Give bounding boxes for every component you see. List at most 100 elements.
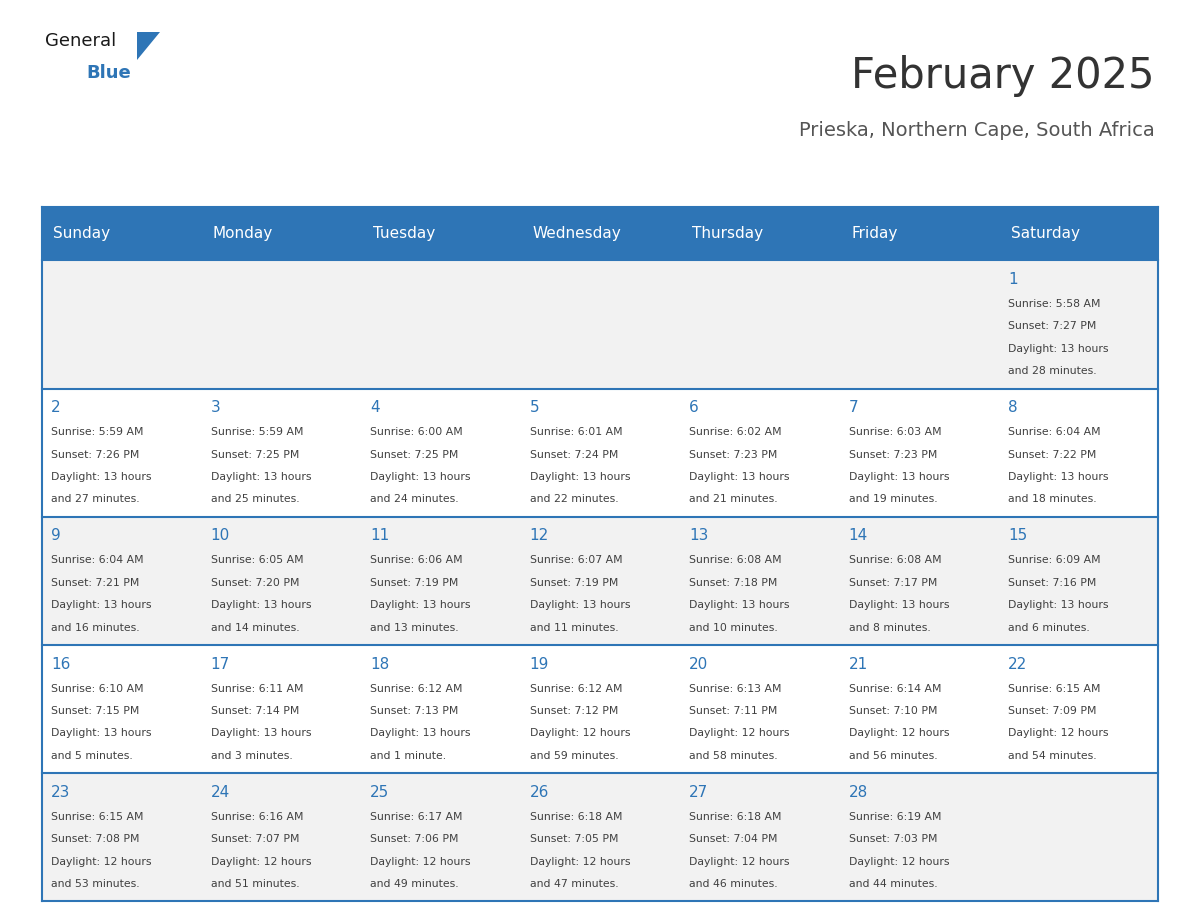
- Text: Daylight: 12 hours: Daylight: 12 hours: [1009, 728, 1108, 738]
- Text: Sunrise: 6:09 AM: Sunrise: 6:09 AM: [1009, 555, 1101, 565]
- Text: Sunrise: 6:04 AM: Sunrise: 6:04 AM: [51, 555, 144, 565]
- Text: Sunset: 7:23 PM: Sunset: 7:23 PM: [848, 450, 937, 460]
- Text: Sunset: 7:14 PM: Sunset: 7:14 PM: [210, 706, 299, 716]
- Text: Daylight: 12 hours: Daylight: 12 hours: [848, 728, 949, 738]
- Text: Daylight: 12 hours: Daylight: 12 hours: [689, 728, 790, 738]
- Text: and 22 minutes.: and 22 minutes.: [530, 495, 618, 504]
- Text: and 3 minutes.: and 3 minutes.: [210, 751, 292, 761]
- Text: 14: 14: [848, 529, 868, 543]
- Text: 15: 15: [1009, 529, 1028, 543]
- Text: Sunrise: 5:59 AM: Sunrise: 5:59 AM: [51, 427, 144, 437]
- Text: 7: 7: [848, 400, 859, 415]
- Text: Sunrise: 6:02 AM: Sunrise: 6:02 AM: [689, 427, 782, 437]
- Text: Tuesday: Tuesday: [373, 226, 435, 241]
- Text: Sunrise: 6:04 AM: Sunrise: 6:04 AM: [1009, 427, 1101, 437]
- Text: Daylight: 13 hours: Daylight: 13 hours: [530, 600, 630, 610]
- Text: Sunrise: 6:11 AM: Sunrise: 6:11 AM: [210, 684, 303, 693]
- Text: Sunrise: 6:05 AM: Sunrise: 6:05 AM: [210, 555, 303, 565]
- Bar: [42, 207, 1158, 261]
- Text: Sunset: 7:09 PM: Sunset: 7:09 PM: [1009, 706, 1097, 716]
- Text: Daylight: 12 hours: Daylight: 12 hours: [530, 728, 630, 738]
- Text: Daylight: 12 hours: Daylight: 12 hours: [210, 856, 311, 867]
- Text: Sunset: 7:24 PM: Sunset: 7:24 PM: [530, 450, 618, 460]
- Bar: [42, 645, 1158, 773]
- Text: Daylight: 12 hours: Daylight: 12 hours: [689, 856, 790, 867]
- Text: Sunset: 7:21 PM: Sunset: 7:21 PM: [51, 577, 139, 588]
- Text: 25: 25: [371, 785, 390, 800]
- Bar: [42, 261, 1158, 388]
- Text: Sunday: Sunday: [53, 226, 110, 241]
- Text: and 5 minutes.: and 5 minutes.: [51, 751, 133, 761]
- Text: Blue: Blue: [87, 64, 132, 83]
- Text: 13: 13: [689, 529, 708, 543]
- Text: Sunset: 7:03 PM: Sunset: 7:03 PM: [848, 834, 937, 845]
- Text: Sunset: 7:06 PM: Sunset: 7:06 PM: [371, 834, 459, 845]
- Text: 22: 22: [1009, 656, 1028, 672]
- Text: Daylight: 13 hours: Daylight: 13 hours: [210, 472, 311, 482]
- Text: and 51 minutes.: and 51 minutes.: [210, 879, 299, 889]
- Text: Sunset: 7:27 PM: Sunset: 7:27 PM: [1009, 321, 1097, 331]
- Text: 26: 26: [530, 785, 549, 800]
- Text: Sunrise: 6:19 AM: Sunrise: 6:19 AM: [848, 812, 941, 822]
- Text: and 1 minute.: and 1 minute.: [371, 751, 447, 761]
- Text: Daylight: 13 hours: Daylight: 13 hours: [210, 600, 311, 610]
- Text: Sunset: 7:20 PM: Sunset: 7:20 PM: [210, 577, 299, 588]
- Text: and 56 minutes.: and 56 minutes.: [848, 751, 937, 761]
- Text: Saturday: Saturday: [1011, 226, 1080, 241]
- Text: Sunset: 7:07 PM: Sunset: 7:07 PM: [210, 834, 299, 845]
- Text: 21: 21: [848, 656, 868, 672]
- Text: Sunrise: 6:01 AM: Sunrise: 6:01 AM: [530, 427, 623, 437]
- Text: 1: 1: [1009, 272, 1018, 287]
- Text: Sunrise: 6:17 AM: Sunrise: 6:17 AM: [371, 812, 462, 822]
- Text: and 54 minutes.: and 54 minutes.: [1009, 751, 1097, 761]
- Text: Sunset: 7:25 PM: Sunset: 7:25 PM: [210, 450, 299, 460]
- Text: Daylight: 13 hours: Daylight: 13 hours: [1009, 600, 1108, 610]
- Text: 4: 4: [371, 400, 380, 415]
- Text: and 18 minutes.: and 18 minutes.: [1009, 495, 1097, 504]
- Text: Sunrise: 6:03 AM: Sunrise: 6:03 AM: [848, 427, 941, 437]
- Text: Sunrise: 6:12 AM: Sunrise: 6:12 AM: [371, 684, 462, 693]
- Text: Monday: Monday: [213, 226, 273, 241]
- Text: Thursday: Thursday: [691, 226, 763, 241]
- Text: and 21 minutes.: and 21 minutes.: [689, 495, 778, 504]
- Text: Sunset: 7:17 PM: Sunset: 7:17 PM: [848, 577, 937, 588]
- Text: 3: 3: [210, 400, 220, 415]
- Text: Sunset: 7:26 PM: Sunset: 7:26 PM: [51, 450, 139, 460]
- Text: Sunrise: 6:06 AM: Sunrise: 6:06 AM: [371, 555, 463, 565]
- Text: Daylight: 13 hours: Daylight: 13 hours: [210, 728, 311, 738]
- Text: Prieska, Northern Cape, South Africa: Prieska, Northern Cape, South Africa: [800, 121, 1155, 140]
- Text: Sunset: 7:15 PM: Sunset: 7:15 PM: [51, 706, 139, 716]
- Text: Sunrise: 6:15 AM: Sunrise: 6:15 AM: [1009, 684, 1101, 693]
- Bar: [42, 388, 1158, 517]
- Bar: [42, 517, 1158, 645]
- Text: Sunset: 7:19 PM: Sunset: 7:19 PM: [530, 577, 618, 588]
- Text: Sunset: 7:23 PM: Sunset: 7:23 PM: [689, 450, 778, 460]
- Text: Sunrise: 6:18 AM: Sunrise: 6:18 AM: [530, 812, 623, 822]
- Text: Friday: Friday: [851, 226, 897, 241]
- Text: Sunset: 7:16 PM: Sunset: 7:16 PM: [1009, 577, 1097, 588]
- Text: Sunset: 7:13 PM: Sunset: 7:13 PM: [371, 706, 459, 716]
- Text: Sunset: 7:12 PM: Sunset: 7:12 PM: [530, 706, 618, 716]
- Text: Sunrise: 6:16 AM: Sunrise: 6:16 AM: [210, 812, 303, 822]
- Text: and 27 minutes.: and 27 minutes.: [51, 495, 140, 504]
- Text: Sunset: 7:08 PM: Sunset: 7:08 PM: [51, 834, 139, 845]
- Text: and 16 minutes.: and 16 minutes.: [51, 622, 140, 633]
- Text: Sunrise: 6:12 AM: Sunrise: 6:12 AM: [530, 684, 623, 693]
- Text: Daylight: 12 hours: Daylight: 12 hours: [530, 856, 630, 867]
- Text: 11: 11: [371, 529, 390, 543]
- Text: 5: 5: [530, 400, 539, 415]
- Text: and 25 minutes.: and 25 minutes.: [210, 495, 299, 504]
- Text: and 24 minutes.: and 24 minutes.: [371, 495, 459, 504]
- Text: 16: 16: [51, 656, 70, 672]
- Text: Sunset: 7:25 PM: Sunset: 7:25 PM: [371, 450, 459, 460]
- Text: and 59 minutes.: and 59 minutes.: [530, 751, 618, 761]
- Text: Sunrise: 5:59 AM: Sunrise: 5:59 AM: [210, 427, 303, 437]
- Text: and 58 minutes.: and 58 minutes.: [689, 751, 778, 761]
- Text: Sunset: 7:22 PM: Sunset: 7:22 PM: [1009, 450, 1097, 460]
- Text: Daylight: 12 hours: Daylight: 12 hours: [51, 856, 152, 867]
- Text: 8: 8: [1009, 400, 1018, 415]
- Text: and 46 minutes.: and 46 minutes.: [689, 879, 778, 889]
- Text: Daylight: 13 hours: Daylight: 13 hours: [371, 600, 470, 610]
- Text: Sunset: 7:05 PM: Sunset: 7:05 PM: [530, 834, 618, 845]
- Text: 27: 27: [689, 785, 708, 800]
